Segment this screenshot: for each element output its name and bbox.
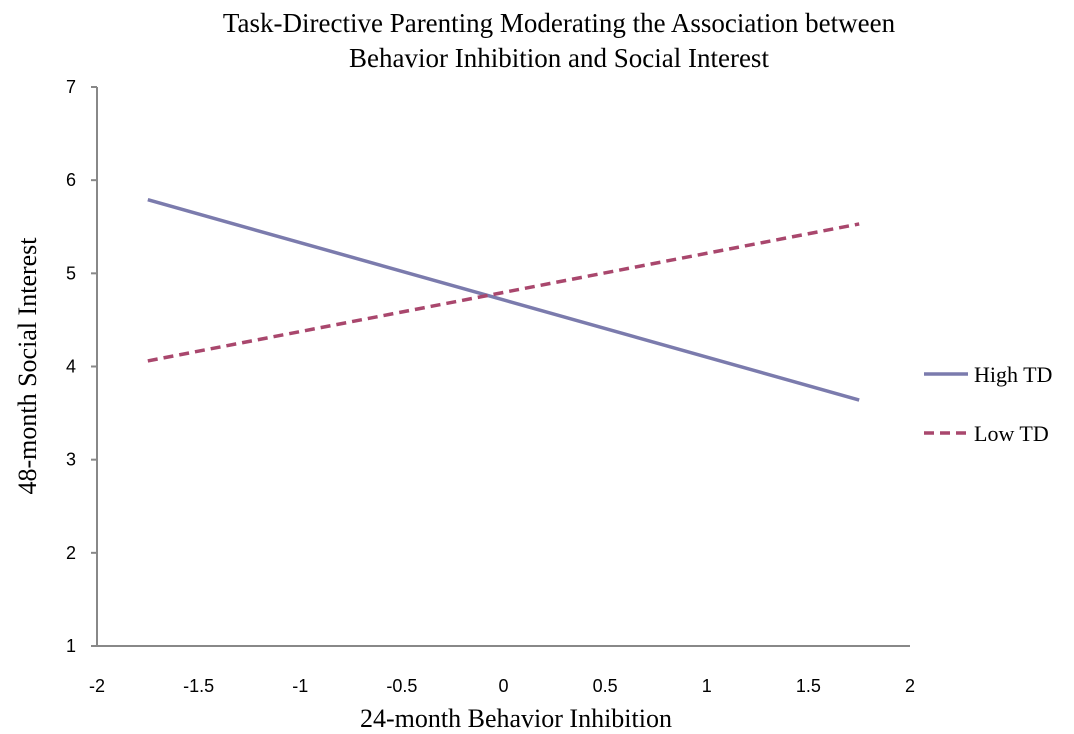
chart-title-line-1: Task-Directive Parenting Moderating the …: [223, 8, 896, 38]
axes: [96, 87, 910, 647]
series-line-low-td: [147, 222, 860, 363]
chart-title-line-2: Behavior Inhibition and Social Interest: [349, 43, 769, 73]
y-tick-label: 3: [66, 450, 76, 470]
x-axis-label: 24-month Behavior Inhibition: [360, 704, 672, 733]
y-tick-label: 1: [66, 636, 76, 656]
y-tick-label: 2: [66, 543, 76, 563]
y-tick-label: 7: [66, 77, 76, 97]
series-line-high-td: [147, 198, 860, 402]
x-tick-label: 0: [498, 676, 508, 696]
series-lines: [147, 198, 860, 402]
x-tick-label: -2: [89, 676, 105, 696]
x-tick-label: -1.5: [183, 676, 214, 696]
y-tick-label: 4: [66, 357, 76, 377]
legend: High TD Low TD: [924, 362, 1052, 446]
chart-title: Task-Directive Parenting Moderating the …: [223, 8, 896, 73]
y-axis-label: 48-month Social Interest: [13, 237, 42, 495]
x-tick-label: 1.5: [796, 676, 821, 696]
legend-label: Low TD: [974, 421, 1049, 446]
y-tick-label: 6: [66, 170, 76, 190]
y-tick-label: 5: [66, 263, 76, 283]
x-tick-label: 1: [702, 676, 712, 696]
x-tick-label: -0.5: [386, 676, 417, 696]
x-tick-label: 2: [905, 676, 915, 696]
x-tick-label: -1: [292, 676, 308, 696]
x-tick-label: 0.5: [593, 676, 618, 696]
tick-marks: 1 2 3 4 5 6 7 -2 -1.5 -1 -0.5 0 0.5 1 1.5 2: [66, 77, 915, 696]
legend-label: High TD: [974, 362, 1052, 387]
